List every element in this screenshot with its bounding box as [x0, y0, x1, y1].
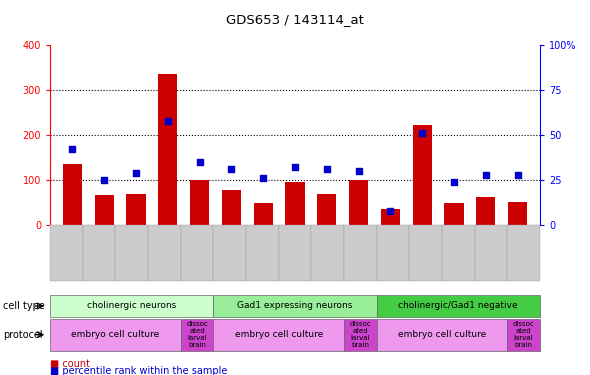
Text: GDS653 / 143114_at: GDS653 / 143114_at [226, 13, 364, 26]
Text: ■ count: ■ count [50, 360, 90, 369]
Bar [349, 180, 368, 225]
Bar [476, 197, 496, 225]
Text: cell type: cell type [3, 301, 45, 311]
Text: embryo cell culture: embryo cell culture [71, 330, 159, 339]
Point [195, 159, 204, 165]
Text: ■ percentile rank within the sample: ■ percentile rank within the sample [50, 366, 228, 375]
Point [322, 166, 332, 172]
Point [258, 175, 268, 181]
Point [386, 208, 395, 214]
Point [481, 172, 490, 178]
Bar [190, 180, 209, 225]
Point [132, 170, 141, 176]
Bar [381, 209, 400, 225]
Text: cholinergic/Gad1 negative: cholinergic/Gad1 negative [398, 302, 518, 310]
Bar [94, 195, 114, 225]
Text: dissoc
ated
larval
brain: dissoc ated larval brain [349, 321, 371, 348]
Point [290, 164, 300, 170]
Text: embryo cell culture: embryo cell culture [398, 330, 486, 339]
Bar [158, 74, 178, 225]
Text: protocol: protocol [3, 330, 42, 340]
Bar [63, 164, 82, 225]
Text: cholinergic neurons: cholinergic neurons [87, 302, 176, 310]
Bar [254, 202, 273, 225]
Point [513, 172, 522, 178]
Text: Gad1 expressing neurons: Gad1 expressing neurons [237, 302, 353, 310]
Point [449, 179, 458, 185]
Point [227, 166, 236, 172]
Bar [317, 194, 336, 225]
Point [68, 146, 77, 152]
Text: embryo cell culture: embryo cell culture [235, 330, 323, 339]
Bar [444, 202, 464, 225]
Bar [508, 202, 527, 225]
Bar [126, 194, 146, 225]
Text: dissoc
ated
larval
brain: dissoc ated larval brain [513, 321, 535, 348]
Bar [412, 125, 432, 225]
Text: dissoc
ated
larval
brain: dissoc ated larval brain [186, 321, 208, 348]
Point [418, 130, 427, 136]
Point [100, 177, 109, 183]
Point [354, 168, 363, 174]
Bar [286, 182, 304, 225]
Bar [222, 190, 241, 225]
Point [163, 118, 172, 124]
